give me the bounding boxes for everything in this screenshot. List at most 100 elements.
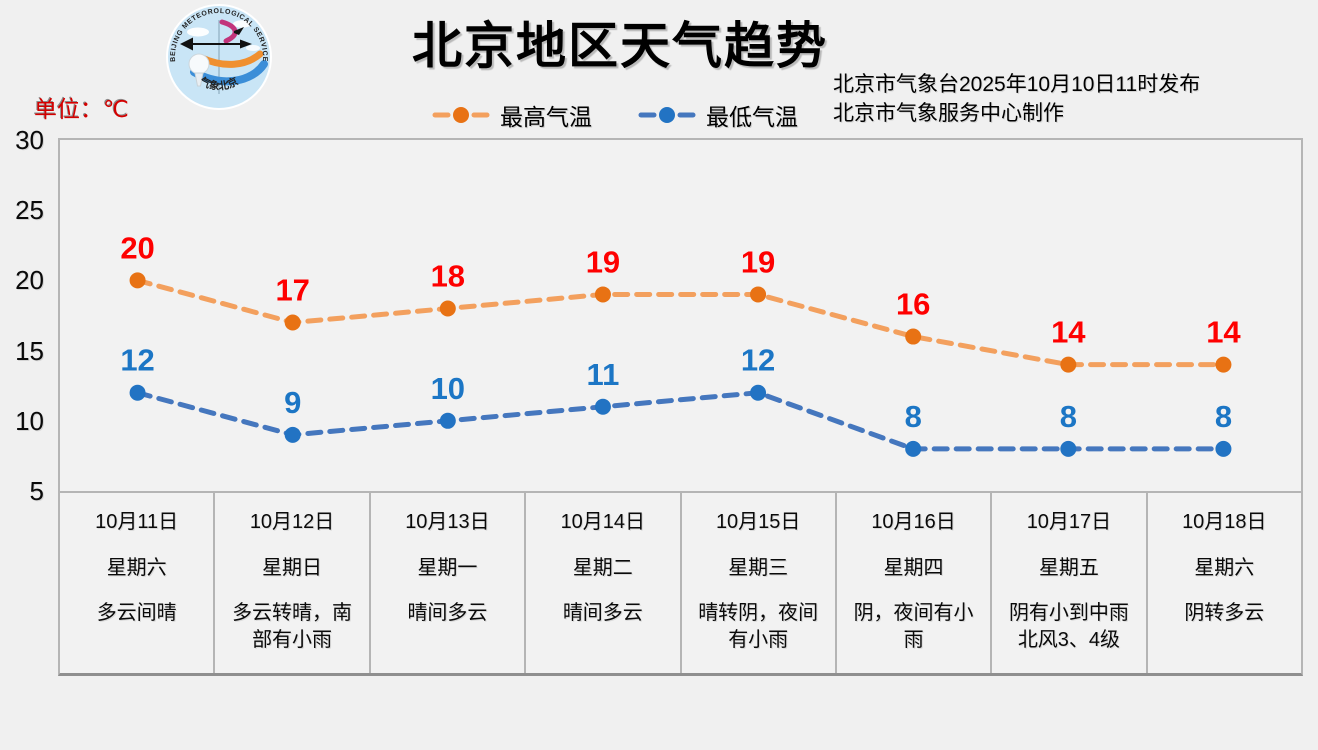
weather-label: 晴间多云 — [526, 600, 679, 627]
weather-label: 晴间多云 — [371, 600, 524, 627]
y-tick-label: 5 — [29, 476, 44, 506]
weather-line: 有小雨 — [728, 629, 789, 651]
weather-line: 部有小雨 — [252, 629, 333, 651]
date-label: 10月18日 — [1182, 511, 1267, 533]
weekday-label: 星期五 — [1038, 557, 1099, 579]
y-tick-label: 30 — [15, 125, 44, 155]
forecast-day-cell: 10月12日 星期日多云转晴，南 部有小雨 — [215, 493, 371, 673]
data-point — [905, 440, 922, 457]
value-label: 11 — [587, 357, 620, 392]
date-label: 10月16日 — [871, 511, 956, 533]
value-label: 8 — [905, 399, 922, 434]
value-label: 14 — [1206, 315, 1241, 350]
y-tick-label: 20 — [15, 265, 44, 296]
date-label: 10月17日 — [1026, 511, 1112, 533]
weather-line: 多云间晴 — [96, 602, 177, 624]
value-label: 10 — [431, 371, 465, 406]
issue-line1: 北京市气象台2025年10月10日11时发布 — [833, 73, 1201, 96]
data-point — [439, 300, 456, 317]
weather-label: 多云间晴 — [60, 600, 213, 627]
weather-label: 阴，夜间有小雨 — [837, 600, 990, 654]
weekday-label: 星期四 — [883, 557, 944, 579]
date-label: 10月14日 — [560, 511, 646, 533]
data-point — [594, 286, 611, 303]
arrow-fletching-icon — [180, 37, 193, 51]
y-tick-label: 10 — [15, 405, 44, 436]
bureau-logo: BEIJING METEOROLOGICAL SERVICE 气象北京 — [166, 4, 272, 110]
data-point — [439, 412, 456, 429]
weather-line: 晴间多云 — [407, 602, 488, 624]
legend-label-high: 最高气温 — [500, 104, 592, 130]
value-label: 8 — [1215, 399, 1232, 434]
plot-area: 20 17 18 19 19 16 14 14 12 9 10 11 12 8 8 8 — [58, 138, 1303, 493]
forecast-day-cell: 10月11日 星期六多云间晴 — [60, 493, 216, 673]
date-label: 10月15日 — [715, 511, 801, 533]
low-temp-line-icon — [638, 107, 696, 123]
weather-line: 北风3、4级 — [1017, 629, 1121, 651]
value-label: 16 — [896, 287, 930, 322]
value-label: 8 — [1060, 399, 1077, 434]
value-label: 12 — [741, 343, 775, 378]
legend: 最高气温 最低气温 — [0, 98, 1230, 132]
weekday-label: 星期日 — [262, 557, 323, 579]
data-point — [1060, 440, 1077, 457]
weather-label: 阴有小到中雨 北风3、4级 — [992, 600, 1145, 654]
cloud-icon — [233, 20, 251, 28]
weather-label: 阴转多云 — [1148, 600, 1301, 627]
forecast-day-cell: 10月15日 星期三 晴转阴，夜间 有小雨 — [682, 493, 837, 673]
forecast-day-cell: 10月16日 星期四阴，夜间有小雨 — [837, 493, 993, 673]
weather-line: 晴间多云 — [562, 602, 643, 624]
legend-item-high: 最高气温 — [432, 98, 592, 132]
high-temp-line — [135, 277, 1226, 368]
chart-svg: 20 17 18 19 19 16 14 14 12 9 10 11 12 8 8 8 — [120, 230, 1241, 457]
data-point — [129, 384, 146, 401]
weekday-label: 星期一 — [417, 557, 478, 579]
issue-info: 北京市气象台2025年10月10日11时发布 北京市气象服务中心制作 — [833, 70, 1200, 128]
forecast-table: 10月11日 星期六 多云间晴 10月12日 星期日 多云转晴，南 部有小雨 10月13日 星期… — [58, 493, 1303, 676]
plane-icon — [234, 27, 244, 35]
radiosonde-icon — [194, 72, 204, 87]
data-point — [1215, 440, 1232, 457]
weekday-label: 星期二 — [572, 557, 633, 579]
balloon-icon — [188, 53, 210, 75]
legend-item-low: 最低气温 — [638, 98, 798, 132]
weather-label: 晴转阴，夜间 有小雨 — [682, 600, 835, 654]
page-title: 北京地区天气趋势 — [412, 18, 828, 74]
unit-label: 单位：℃ — [34, 96, 129, 122]
data-point — [1060, 356, 1077, 373]
weekday-label: 星期六 — [1194, 557, 1255, 579]
high-temp-line-icon — [432, 107, 490, 123]
data-point — [750, 286, 767, 303]
logo-bottom-text: 气象北京 — [197, 74, 241, 93]
low-temp-line — [135, 390, 1226, 452]
forecast-day-cell: 10月13日 星期一晴间多云 — [371, 493, 527, 673]
value-label: 9 — [284, 385, 301, 420]
magenta-swoosh — [219, 19, 238, 44]
data-point — [750, 384, 767, 401]
data-point — [284, 314, 301, 331]
data-point — [1215, 356, 1232, 373]
weather-line: 雨 — [903, 629, 924, 651]
cloud-icon — [246, 45, 260, 51]
cloud-icon — [187, 27, 209, 37]
data-point — [284, 426, 301, 443]
weather-line: 阴有小到中雨 — [1008, 602, 1129, 624]
weather-line: 多云转晴，南 — [232, 602, 353, 624]
date-label: 10月12日 — [249, 511, 335, 533]
value-label: 19 — [741, 244, 775, 279]
weather-label: 多云转晴，南 部有小雨 — [215, 600, 368, 654]
data-point — [129, 272, 146, 289]
data-point — [594, 398, 611, 415]
issue-line2: 北京市气象服务中心制作 — [833, 102, 1064, 125]
date-label: 10月13日 — [405, 511, 490, 533]
date-label: 10月11日 — [95, 511, 179, 533]
value-label: 14 — [1051, 315, 1086, 350]
value-label: 12 — [120, 343, 154, 378]
arrow-head-icon — [240, 39, 252, 49]
value-label: 18 — [431, 258, 465, 293]
weather-line: 晴转阴，夜间 — [698, 602, 819, 624]
value-label: 17 — [275, 273, 309, 308]
weekday-label: 星期六 — [106, 557, 167, 579]
weather-line: 阴，夜间有小 — [853, 602, 974, 624]
